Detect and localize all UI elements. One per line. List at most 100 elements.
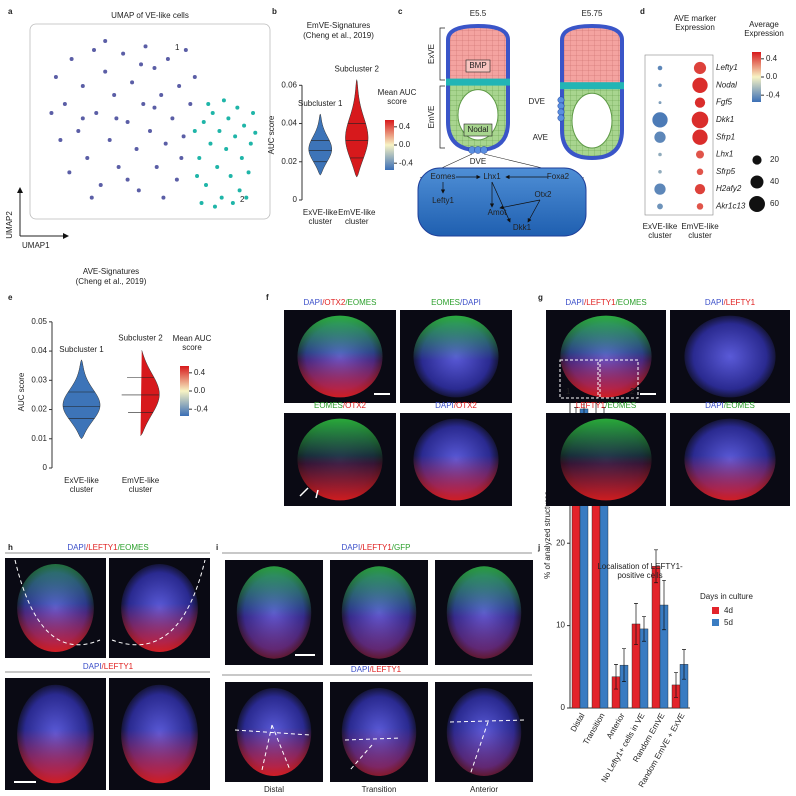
point (208, 141, 213, 146)
point (215, 165, 220, 169)
point (206, 102, 211, 106)
chart-title: EmVE-Signatures (307, 21, 371, 30)
point (152, 66, 157, 70)
y-tick-label: 0 (293, 195, 298, 204)
signal-box (463, 123, 493, 137)
point (143, 44, 148, 49)
point (233, 134, 238, 139)
gene-node: Foxa2 (547, 172, 570, 181)
channel-name: EOMES (431, 298, 460, 307)
channel-name: /LEFTY1 (584, 298, 616, 307)
y-tick-label: 0.02 (31, 405, 47, 414)
marker-label: DVE (470, 157, 486, 166)
arrow (315, 489, 319, 499)
point (53, 75, 58, 79)
channel-name: DAPI (342, 543, 361, 552)
red-signal (413, 418, 499, 501)
channel-name: DAPI (67, 543, 86, 552)
colorbar-title: Mean AUC score (172, 334, 212, 352)
y-tick-label: 0 (561, 703, 566, 712)
point (89, 195, 94, 200)
point (130, 80, 135, 85)
point (80, 116, 85, 121)
violin-annotation: Subcluster 1 (298, 99, 343, 108)
size-legend-dot (749, 196, 765, 212)
point (62, 102, 67, 106)
point (195, 174, 200, 178)
dot (658, 170, 662, 174)
x-tick-label: ExVE-like cluster (642, 222, 678, 240)
signal-label: BMP (469, 61, 486, 70)
point (174, 177, 179, 182)
red-signal (341, 688, 417, 776)
error-bar (654, 549, 658, 584)
arrow (299, 487, 309, 497)
exve-tissue (564, 28, 620, 86)
channel-name: /LEFTY1 (102, 662, 134, 671)
red-signal (236, 566, 312, 659)
gene-node: Lhx1 (483, 172, 501, 181)
channel-name: DAPI (705, 298, 724, 307)
point (152, 105, 157, 110)
chart-title: AVE marker Expression (673, 14, 717, 32)
y-tick-label: 0 (43, 463, 48, 472)
point (139, 62, 144, 67)
channel-label: DAPI/LEFTY1 (351, 665, 402, 674)
channel-name: /EOMES (616, 298, 647, 307)
point (188, 102, 193, 106)
error-bar (642, 616, 646, 642)
colorbar-tick-label: 0.0 (194, 386, 206, 395)
point (58, 138, 63, 142)
y-tick-label: 0.05 (31, 317, 47, 326)
error-bar (682, 649, 686, 680)
point (248, 141, 253, 146)
point (253, 130, 258, 135)
chart-title: AVE-Signatures (83, 267, 139, 276)
gene-node: Eomes (431, 172, 456, 181)
point (92, 48, 96, 52)
error-bar (622, 648, 626, 682)
red-signal (446, 688, 522, 776)
gene-label: Lefty1 (716, 63, 738, 72)
violin-annotation: Subcluster 2 (335, 65, 380, 74)
channel-name: /OTX2 (343, 401, 367, 410)
point (85, 156, 90, 160)
channel-name: /EOMES (118, 543, 149, 552)
colorbar-tick-label: 0.4 (399, 122, 411, 131)
x-tick-label: EmVE-like cluster (338, 208, 376, 226)
red-signal (560, 315, 652, 398)
channel-name: /OTX2 (322, 298, 346, 307)
point (210, 111, 215, 115)
panel-letter: b (272, 7, 277, 16)
y-tick-label: 20 (556, 538, 565, 547)
y-tick-label: 0.03 (31, 375, 47, 384)
dapi-signal (684, 315, 776, 398)
violin (140, 350, 160, 436)
red-signal (17, 684, 94, 784)
gene-node: Dkk1 (513, 223, 532, 232)
size-legend-label: 40 (770, 177, 779, 186)
error-bar (674, 672, 678, 698)
point (136, 188, 141, 193)
panel-letter: c (398, 7, 403, 16)
point (112, 93, 117, 97)
point (179, 156, 184, 160)
point (251, 111, 256, 115)
gene-label: Dkk1 (716, 115, 734, 124)
colorbar-title: Mean AUC score (377, 88, 417, 106)
plot-frame (644, 54, 714, 216)
channel-label: DAPI/LEFTY1 (83, 662, 134, 671)
ve-band (446, 78, 510, 86)
point (141, 102, 146, 106)
colorbar-tick-label: 0.4 (194, 368, 206, 377)
x-tick-label: EmVE-like cluster (121, 476, 160, 494)
point (239, 156, 244, 160)
point (201, 120, 206, 124)
violin (345, 79, 369, 178)
channel-name: DAPI (83, 662, 102, 671)
colorbar (752, 52, 761, 102)
dot (694, 97, 706, 108)
point (197, 156, 202, 160)
colorbar-tick-label: -0.4 (194, 404, 208, 413)
